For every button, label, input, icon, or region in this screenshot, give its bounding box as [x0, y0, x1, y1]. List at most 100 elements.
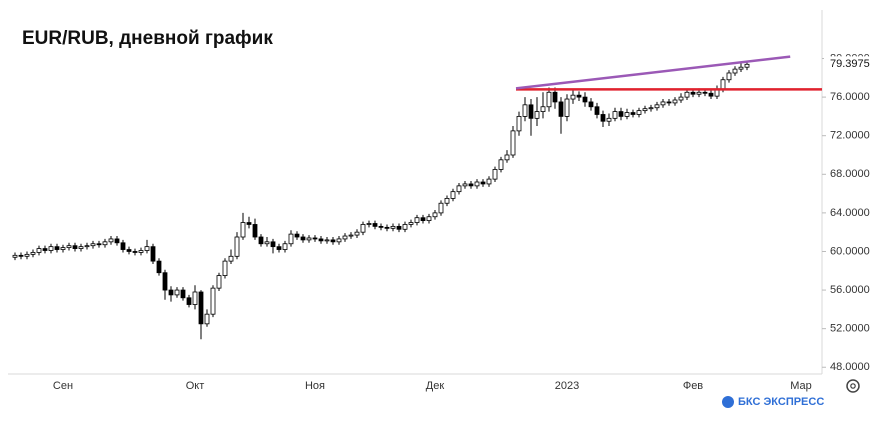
candle-body	[420, 217, 426, 222]
candle-body	[618, 111, 624, 117]
candle-body	[246, 222, 252, 225]
candle-body	[240, 222, 246, 238]
candle-body	[720, 79, 726, 90]
candle-body	[198, 291, 204, 325]
brand-text: БКС ЭКСПРЕСС	[738, 396, 824, 408]
candle-body	[738, 66, 744, 70]
candle-body	[666, 101, 672, 104]
candle-body	[336, 238, 342, 243]
candle-body	[726, 72, 732, 81]
candle-body	[126, 249, 132, 252]
candle-body	[570, 94, 576, 100]
candle-body	[24, 253, 30, 257]
candle-body	[18, 254, 24, 257]
candle-body	[684, 91, 690, 98]
candle-body	[294, 233, 300, 238]
brand-logo: БКС ЭКСПРЕСС	[722, 396, 824, 408]
candle-body	[210, 287, 216, 315]
candle-body	[138, 250, 144, 253]
candle-body	[702, 91, 708, 94]
candle-body	[288, 233, 294, 245]
x-tick-label: Окт	[186, 380, 205, 392]
candle-body	[480, 181, 486, 185]
candle-body	[366, 223, 372, 225]
candle-body	[150, 246, 156, 262]
candle-body	[408, 222, 414, 225]
candle-body	[180, 289, 186, 299]
candle-body	[708, 92, 714, 97]
x-tick-label: Фев	[683, 380, 703, 392]
candle-body	[546, 91, 552, 108]
candle-body	[456, 185, 462, 193]
candle-body	[732, 68, 738, 74]
candle-body	[402, 224, 408, 230]
candle-body	[642, 108, 648, 112]
candle-body	[282, 243, 288, 250]
candle-body	[660, 101, 666, 106]
candle-body	[426, 216, 432, 222]
candle-body	[360, 224, 366, 233]
candle-body	[438, 202, 444, 214]
candle-body	[192, 291, 198, 305]
candle-body	[318, 238, 324, 242]
x-tick-label: Сен	[53, 380, 73, 392]
y-tick-label: 76.0000	[830, 91, 870, 103]
x-tick-label: Мар	[790, 380, 812, 392]
last-price-box	[824, 56, 876, 73]
candle-body	[558, 101, 564, 117]
logo-icon	[722, 396, 734, 408]
candle-body	[84, 245, 90, 248]
y-tick-label: 72.0000	[830, 130, 870, 142]
candle-body	[96, 243, 102, 246]
chart-title: EUR/RUB, дневной график	[22, 28, 273, 49]
candle-body	[60, 247, 66, 250]
gear-hub	[850, 383, 856, 389]
candle-body	[594, 106, 600, 115]
y-tick-label: 64.0000	[830, 207, 870, 219]
candle-body	[390, 225, 396, 229]
candle-body	[216, 275, 222, 289]
annotation-line	[515, 55, 791, 90]
candle-body	[576, 94, 582, 98]
candle-body	[252, 224, 258, 238]
candle-body	[90, 243, 96, 247]
y-tick-label: 68.0000	[830, 168, 870, 180]
candle-body	[540, 106, 546, 112]
candle-body	[108, 238, 114, 243]
candle-body	[78, 246, 84, 249]
candle-body	[612, 111, 618, 119]
candle-body	[330, 239, 336, 243]
x-tick-label: 2023	[555, 380, 579, 392]
candles	[12, 62, 750, 340]
candle-body	[168, 289, 174, 296]
candle-body	[378, 225, 384, 228]
candle-body	[156, 260, 162, 274]
candle-body	[342, 235, 348, 240]
candle-body	[606, 117, 612, 122]
candle-body	[696, 91, 702, 95]
candle-body	[114, 238, 120, 244]
y-tick-label: 48.0000	[830, 361, 870, 373]
gear	[846, 379, 860, 393]
candle-body	[354, 231, 360, 236]
candle-body	[624, 112, 630, 117]
candle-body	[636, 110, 642, 115]
candle-body	[258, 236, 264, 245]
candle-body	[534, 111, 540, 119]
y-tick-label: 52.0000	[830, 323, 870, 335]
candle-body	[306, 237, 312, 241]
candle-body	[690, 91, 696, 95]
y-tick-label: 60.0000	[830, 245, 870, 257]
candle-body	[12, 254, 18, 258]
candle-body	[582, 96, 588, 103]
candle-body	[102, 241, 108, 246]
candle-body	[276, 246, 282, 250]
candle-body	[384, 226, 390, 229]
candle-body	[66, 245, 72, 249]
candle-body	[42, 248, 48, 251]
y-tick-label: 56.0000	[830, 284, 870, 296]
candle-body	[744, 63, 750, 68]
candle-body	[450, 191, 456, 199]
settings-icon[interactable]	[846, 379, 860, 393]
candle-body	[204, 313, 210, 325]
